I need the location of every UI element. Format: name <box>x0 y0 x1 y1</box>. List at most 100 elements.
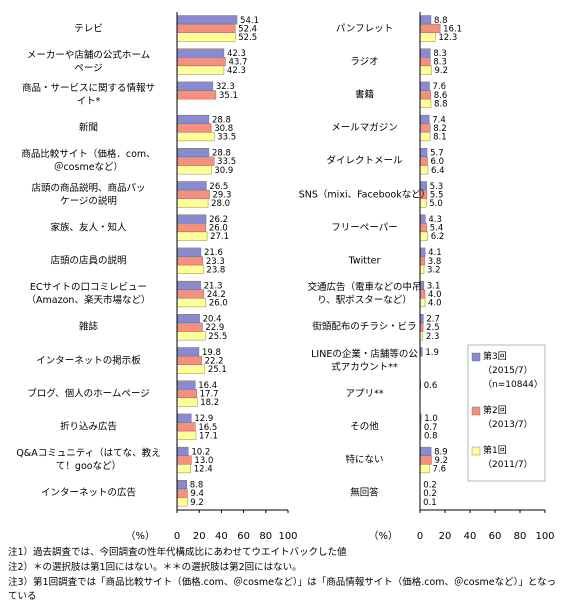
bar <box>176 214 207 224</box>
value-label: 8.9 <box>434 447 448 457</box>
value-label: 8.2 <box>433 124 447 134</box>
category-label: その他 <box>350 421 379 433</box>
value-label: 33.5 <box>217 133 236 143</box>
category-label: 折り込み広告 <box>59 421 117 433</box>
value-label: 9.2 <box>435 66 449 76</box>
legend-box <box>467 344 546 482</box>
value-label: 52.5 <box>238 33 257 43</box>
bar <box>176 15 238 25</box>
value-label: 42.3 <box>227 66 246 76</box>
value-label: 23.3 <box>206 257 225 267</box>
value-label: 0.2 <box>423 489 437 499</box>
value-label: 26.5 <box>209 182 228 192</box>
value-label: 28.0 <box>211 199 230 209</box>
value-label: 6.0 <box>431 157 445 167</box>
value-label: 4.1 <box>428 248 442 258</box>
category-label: SNS（mixi、Facebookなど） <box>298 189 431 201</box>
x-tick-label: 20 <box>439 531 452 542</box>
value-label: 0.6 <box>424 381 438 391</box>
category-label: ダイレクトメール <box>326 155 403 167</box>
x-tick-label: 0 <box>174 531 180 542</box>
category-label: 無回答 <box>350 487 379 499</box>
bar <box>176 488 188 498</box>
bar <box>176 32 236 42</box>
value-label: 16.1 <box>443 24 462 34</box>
bar <box>176 165 212 175</box>
bar <box>176 223 207 233</box>
legend-label: （2013/7） <box>483 420 533 430</box>
value-label: 0.7 <box>424 423 438 433</box>
value-label: 27.1 <box>210 232 229 242</box>
category-label: 商品・サービスに関する情報サ イト* <box>21 83 155 107</box>
x-tick-label: 40 <box>215 531 228 542</box>
value-label: 26.0 <box>209 224 228 234</box>
category-label: フリーペーパー <box>331 222 398 234</box>
bar <box>176 198 209 208</box>
bar <box>176 380 196 390</box>
bar <box>176 81 214 91</box>
category-label: アプリ** <box>345 388 384 400</box>
bar <box>176 256 204 266</box>
bar <box>176 298 207 308</box>
bar <box>176 247 202 257</box>
value-label: 5.0 <box>429 199 443 209</box>
legend-label: 第3回 <box>483 352 507 362</box>
category-label: ECサイトの口コミレビュー （Amazon、楽天市場など） <box>26 282 151 307</box>
value-label: 25.1 <box>208 365 227 375</box>
legend-swatch <box>471 352 481 362</box>
x-axis-unit: （%） <box>125 530 155 542</box>
value-label: 17.1 <box>199 431 218 441</box>
value-label: 12.4 <box>194 465 213 475</box>
bar <box>176 289 205 299</box>
value-label: 28.8 <box>212 149 231 159</box>
value-label: 1.0 <box>424 414 438 424</box>
value-label: 8.3 <box>433 49 447 59</box>
value-label: 19.8 <box>202 348 221 358</box>
value-label: 2.5 <box>426 323 440 333</box>
value-label: 8.1 <box>433 133 447 143</box>
bar <box>176 413 192 423</box>
value-label: 3.2 <box>427 265 441 275</box>
bar <box>176 422 196 432</box>
value-label: 8.8 <box>434 16 448 26</box>
category-label: Twitter <box>348 255 381 267</box>
value-label: 22.9 <box>205 323 224 333</box>
value-label: 13.0 <box>194 456 213 466</box>
legend-swatch <box>471 446 481 456</box>
value-label: 29.3 <box>213 190 232 200</box>
x-tick-label: 100 <box>535 531 554 542</box>
bar <box>176 480 187 490</box>
value-label: 1.9 <box>425 348 439 358</box>
bar <box>176 331 206 341</box>
value-label: 21.6 <box>204 248 223 258</box>
value-label: 7.4 <box>432 115 446 125</box>
value-label: 0.2 <box>423 481 437 491</box>
value-label: 5.4 <box>430 224 444 234</box>
x-tick-label: 60 <box>237 531 250 542</box>
value-label: 8.8 <box>434 99 448 109</box>
value-label: 5.5 <box>430 190 444 200</box>
bar <box>176 65 225 75</box>
bar <box>176 181 207 191</box>
value-label: 3.8 <box>428 257 442 267</box>
value-label: 30.9 <box>214 166 233 176</box>
legend-swatch <box>471 406 481 416</box>
value-label: 0.1 <box>423 498 437 508</box>
bar <box>176 132 215 142</box>
bar <box>176 280 201 290</box>
bar <box>176 355 202 365</box>
x-tick-label: 80 <box>514 531 527 542</box>
category-label: テレビ <box>74 23 103 35</box>
legend-label: 第1回 <box>483 446 507 456</box>
bar <box>176 148 210 158</box>
bar <box>176 347 200 357</box>
value-label: 5.7 <box>430 149 444 159</box>
category-label: Q&Aコミュニティ（はてな、教え て！gooなど） <box>16 448 161 473</box>
bar <box>176 446 189 456</box>
bar <box>176 57 226 67</box>
value-label: 6.2 <box>431 232 445 242</box>
bar <box>176 114 210 124</box>
value-label: 9.2 <box>435 456 449 466</box>
bar <box>176 397 198 407</box>
